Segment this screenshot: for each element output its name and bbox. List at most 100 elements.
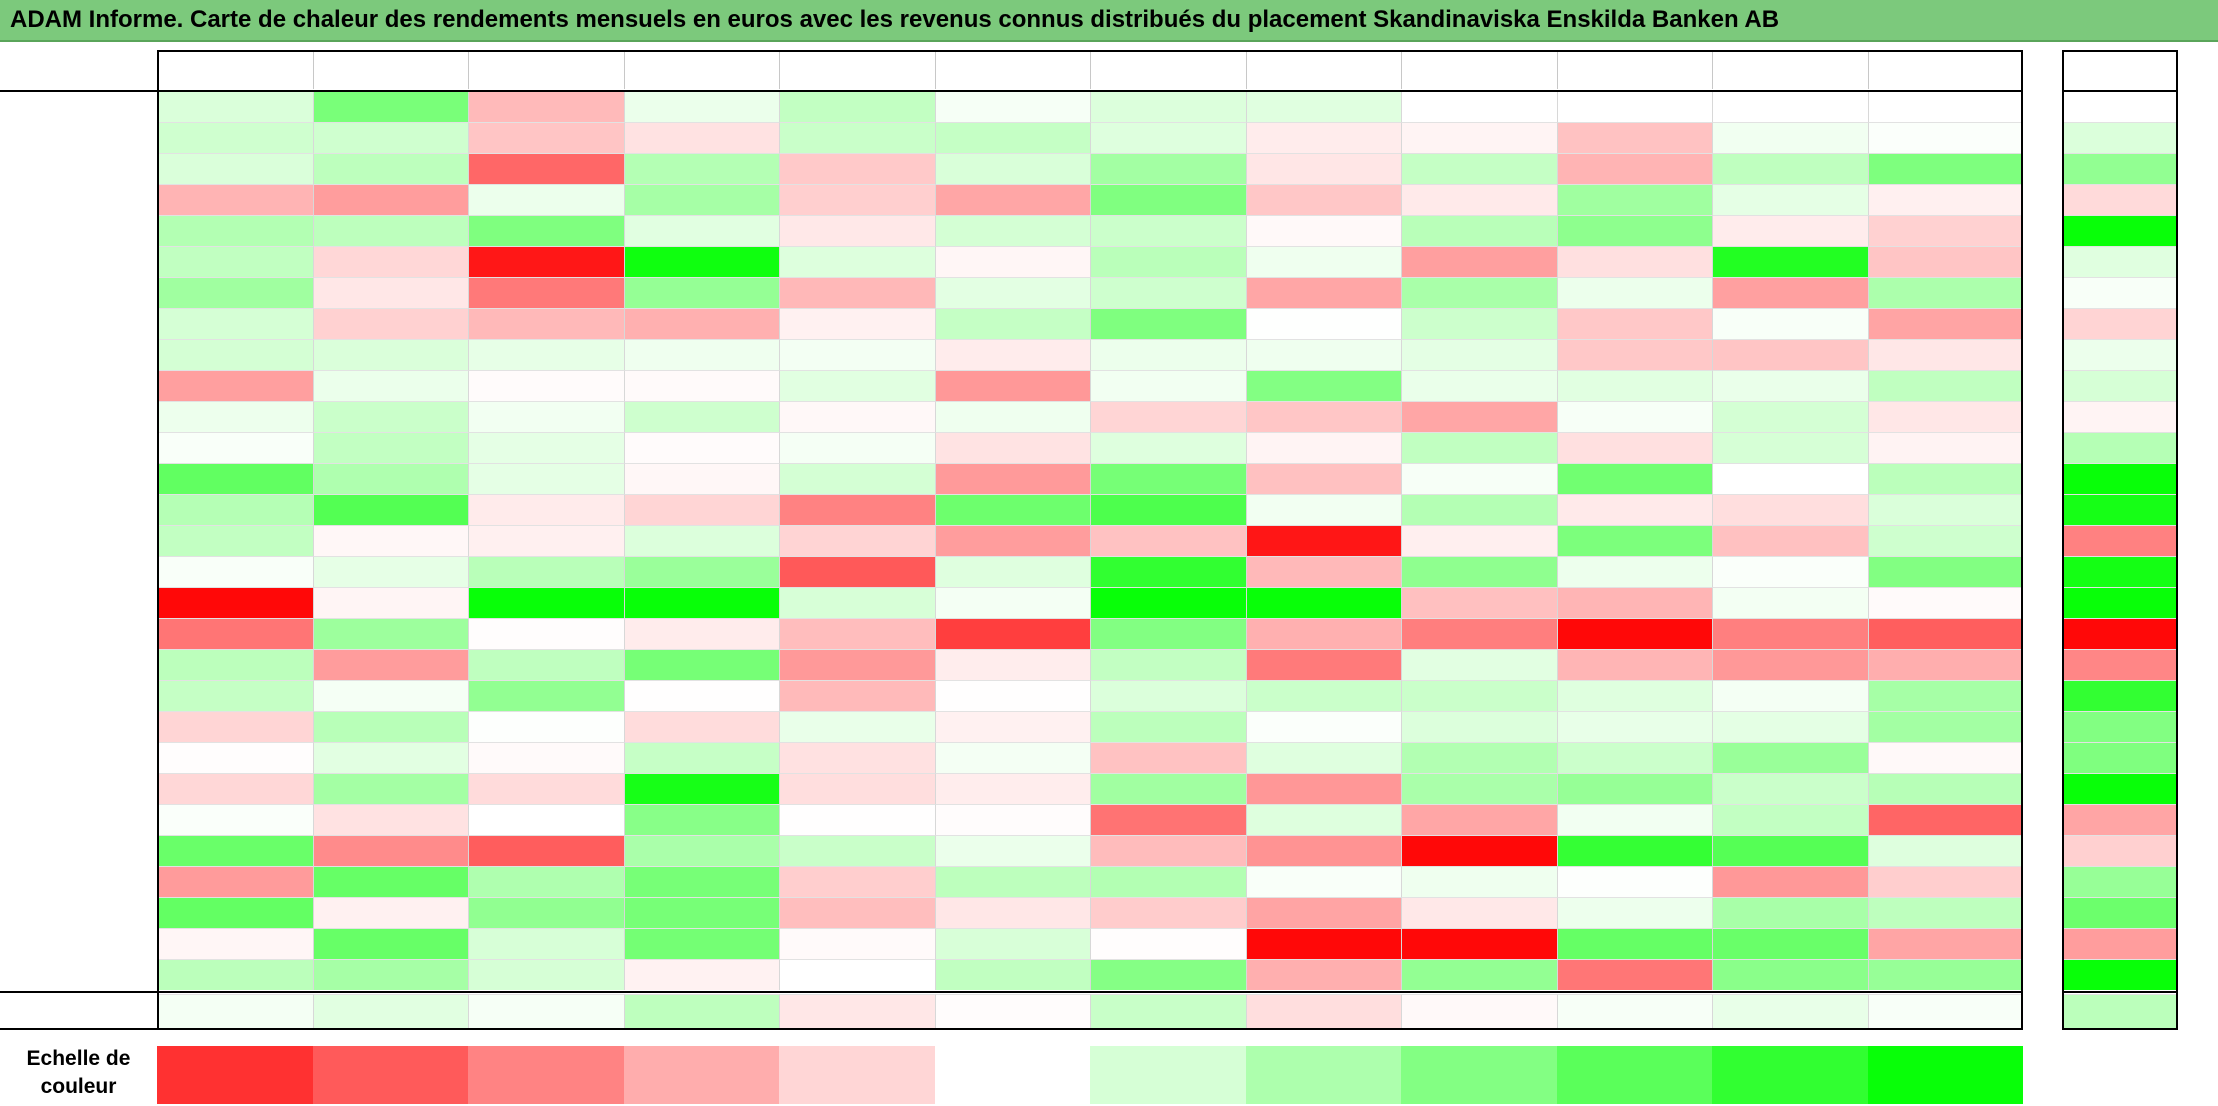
heatmap-cell bbox=[468, 959, 624, 990]
average-separator-annual bbox=[2062, 991, 2178, 993]
heatmap-cell bbox=[1712, 463, 1868, 494]
heatmap-cell bbox=[934, 122, 1090, 153]
heatmap-cell bbox=[1090, 680, 1246, 711]
heatmap-cell bbox=[1401, 277, 1557, 308]
heatmap-cell bbox=[779, 432, 935, 463]
heatmap-cell bbox=[1090, 928, 1246, 959]
heatmap-cell bbox=[1867, 525, 2023, 556]
heatmap-cell bbox=[1712, 370, 1868, 401]
heatmap-cell bbox=[157, 122, 313, 153]
heatmap-cell bbox=[1245, 618, 1401, 649]
heatmap-cell bbox=[468, 866, 624, 897]
heatmap-cell bbox=[312, 835, 468, 866]
annual-cell bbox=[2062, 153, 2178, 184]
heatmap-cell bbox=[934, 680, 1090, 711]
row-year-label bbox=[0, 91, 157, 122]
row-year-label bbox=[0, 742, 157, 773]
heatmap-cell bbox=[1556, 308, 1712, 339]
color-scale-step bbox=[779, 1046, 935, 1104]
heatmap-cell bbox=[468, 897, 624, 928]
average-cell bbox=[1090, 994, 1246, 1028]
heatmap-cell bbox=[1867, 277, 2023, 308]
heatmap-cell bbox=[1712, 587, 1868, 618]
heatmap-cell bbox=[312, 215, 468, 246]
heatmap-cell bbox=[623, 711, 779, 742]
row-year-label bbox=[0, 866, 157, 897]
heatmap-cell bbox=[1556, 649, 1712, 680]
heatmap-cell bbox=[1245, 184, 1401, 215]
heatmap-cell bbox=[934, 804, 1090, 835]
color-scale-step bbox=[1245, 1046, 1401, 1104]
heatmap-cell bbox=[157, 587, 313, 618]
row-year-label bbox=[0, 680, 157, 711]
heatmap-cell bbox=[1245, 494, 1401, 525]
column-header bbox=[1401, 51, 1557, 89]
heatmap-cell bbox=[468, 246, 624, 277]
heatmap-cell bbox=[1401, 525, 1557, 556]
heatmap-cell bbox=[157, 432, 313, 463]
heatmap-cell bbox=[1090, 556, 1246, 587]
heatmap-cell bbox=[934, 556, 1090, 587]
heatmap-cell bbox=[1556, 246, 1712, 277]
heatmap-cell bbox=[1867, 804, 2023, 835]
annual-cell bbox=[2062, 215, 2178, 246]
heatmap-cell bbox=[157, 556, 313, 587]
average-cell bbox=[934, 994, 1090, 1028]
heatmap-cell bbox=[1867, 897, 2023, 928]
heatmap-cell bbox=[468, 463, 624, 494]
heatmap-cell bbox=[1867, 556, 2023, 587]
heatmap-cell bbox=[1712, 91, 1868, 122]
heatmap-cell bbox=[1867, 91, 2023, 122]
heatmap-cell bbox=[934, 494, 1090, 525]
annual-cell bbox=[2062, 618, 2178, 649]
heatmap-cell bbox=[934, 742, 1090, 773]
heatmap-cell bbox=[1712, 277, 1868, 308]
heatmap-cell bbox=[779, 835, 935, 866]
heatmap-cell bbox=[468, 525, 624, 556]
row-year-label bbox=[0, 835, 157, 866]
heatmap-cell bbox=[1401, 649, 1557, 680]
color-scale-step bbox=[1401, 1046, 1557, 1104]
heatmap-cell bbox=[157, 897, 313, 928]
heatmap-cell bbox=[1712, 215, 1868, 246]
heatmap-cell bbox=[1556, 556, 1712, 587]
heatmap-cell bbox=[1556, 587, 1712, 618]
heatmap-cell bbox=[623, 556, 779, 587]
heatmap-cell bbox=[157, 153, 313, 184]
heatmap-cell bbox=[468, 370, 624, 401]
heatmap-cell bbox=[1712, 897, 1868, 928]
heatmap-cell bbox=[623, 246, 779, 277]
heatmap-cell bbox=[1712, 122, 1868, 153]
average-cell bbox=[779, 994, 935, 1028]
heatmap-cell bbox=[1090, 91, 1246, 122]
heatmap-cell bbox=[779, 339, 935, 370]
heatmap-cell bbox=[1712, 184, 1868, 215]
heatmap-cell bbox=[779, 928, 935, 959]
heatmap-cell bbox=[1556, 680, 1712, 711]
column-header bbox=[1090, 51, 1246, 89]
heatmap-cell bbox=[1090, 525, 1246, 556]
heatmap-cell bbox=[312, 649, 468, 680]
heatmap-cell bbox=[1245, 897, 1401, 928]
annual-column-header bbox=[2062, 51, 2178, 89]
heatmap-cell bbox=[623, 153, 779, 184]
heatmap-cell bbox=[157, 308, 313, 339]
heatmap-cell bbox=[1401, 370, 1557, 401]
heatmap-cell bbox=[1245, 804, 1401, 835]
column-header bbox=[1712, 51, 1868, 89]
heatmap-cell bbox=[779, 587, 935, 618]
heatmap-cell bbox=[1090, 742, 1246, 773]
average-annual-cell bbox=[2062, 994, 2178, 1028]
heatmap-cell bbox=[1090, 835, 1246, 866]
heatmap-cell bbox=[934, 277, 1090, 308]
heatmap-cell bbox=[312, 308, 468, 339]
heatmap-cell bbox=[779, 153, 935, 184]
heatmap-cell bbox=[1401, 835, 1557, 866]
heatmap-cell bbox=[1867, 308, 2023, 339]
heatmap-cell bbox=[468, 494, 624, 525]
heatmap-cell bbox=[779, 897, 935, 928]
heatmap-cell bbox=[1090, 618, 1246, 649]
heatmap-cell bbox=[1090, 897, 1246, 928]
heatmap-cell bbox=[934, 587, 1090, 618]
